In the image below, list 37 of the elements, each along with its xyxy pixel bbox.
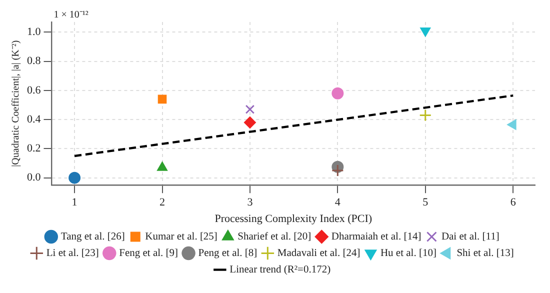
point xyxy=(420,27,431,37)
legend-label: Hu et al. [10] xyxy=(380,248,436,259)
legend-label: Kumar et al. [25] xyxy=(145,232,218,242)
x-axis-title: Processing Complexity Index (PCI) xyxy=(214,212,372,225)
legend-label: Dai et al. [11] xyxy=(441,232,500,242)
y-tick-label: 0.8 xyxy=(27,55,42,68)
point xyxy=(419,108,432,122)
point xyxy=(244,116,256,128)
y-tick-label: 0.0 xyxy=(27,172,42,184)
x-tick-label: 6 xyxy=(510,196,516,209)
text: 1 × 10⁻¹² xyxy=(54,10,88,21)
legend-label: Peng et al. [8] xyxy=(198,248,258,259)
point xyxy=(507,119,516,130)
legend-label: Feng et al. [9] xyxy=(119,248,178,259)
x-tick-label: 1 xyxy=(72,196,78,209)
y-tick-label: 0.2 xyxy=(27,142,41,155)
legend-label: Tang et al. [26] xyxy=(60,232,125,242)
point xyxy=(68,172,81,184)
y-tick-label: 0.4 xyxy=(27,113,42,126)
point xyxy=(331,164,344,177)
x-tick-label: 3 xyxy=(247,196,254,209)
legend-label: Linear trend (R²=0.172) xyxy=(230,264,332,276)
y-tick-label: 0.6 xyxy=(27,84,42,96)
legend-label: Li et al. [23] xyxy=(46,248,99,259)
point xyxy=(245,104,255,114)
x-tick-label: 4 xyxy=(334,196,341,209)
point xyxy=(158,94,167,104)
point xyxy=(156,162,168,171)
y-tick-label: 1.0 xyxy=(27,26,42,38)
x-tick-label: 5 xyxy=(422,196,429,209)
y-axis-title: |Quadratic Coefficient|, |a| (K⁻²) xyxy=(10,40,22,167)
x-tick-label: 2 xyxy=(160,196,166,209)
legend-label: Dharmaiah et al. [14] xyxy=(331,232,422,242)
legend-label: Madavali et al. [24] xyxy=(277,248,360,259)
legend-label: Shi et al. [13] xyxy=(456,248,514,259)
legend-label: Sharief et al. [20] xyxy=(238,232,312,242)
point xyxy=(332,87,344,100)
